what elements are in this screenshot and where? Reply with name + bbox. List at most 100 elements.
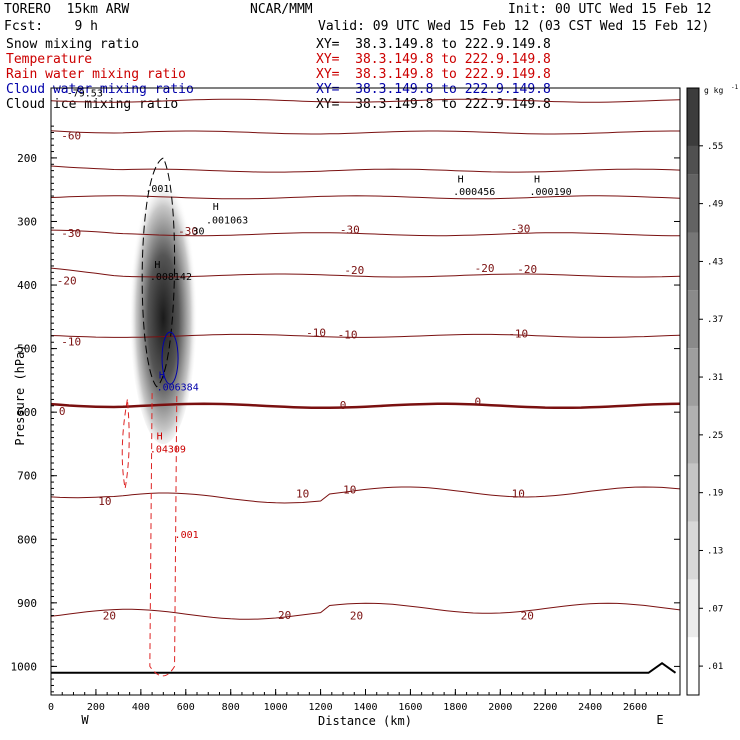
isotherm-label: -30 xyxy=(178,225,198,238)
contour-label: .000190 xyxy=(529,187,571,198)
contour-label: .04309 xyxy=(150,444,186,455)
snow-contour xyxy=(141,157,176,388)
organization: NCAR/MMM xyxy=(250,2,313,17)
y-tick-label: 900 xyxy=(17,597,37,610)
isotherm-label: -20 xyxy=(344,264,364,277)
x-tick-label: 1600 xyxy=(398,702,422,713)
contour-label: -79.53 xyxy=(67,88,103,99)
contour-label: .001063 xyxy=(206,216,248,227)
field-name-rain: Rain water mixing ratio xyxy=(6,67,187,82)
y-tick-label: 700 xyxy=(17,470,37,483)
contour-label: H xyxy=(159,371,165,382)
isotherm-line xyxy=(50,267,681,278)
contour-label: .001 xyxy=(145,184,169,195)
isotherm-label: -10 xyxy=(508,327,528,340)
contour-label: .001 xyxy=(175,530,199,541)
isotherm-label: 20 xyxy=(278,609,291,622)
isotherm-line xyxy=(50,486,681,504)
isotherm-label: 10 xyxy=(296,488,309,501)
colorbar-tick-label: .37 xyxy=(707,315,723,325)
contour-label: 30 xyxy=(193,226,205,237)
rain-contour xyxy=(149,393,178,677)
colorbar-tick-label: .25 xyxy=(707,431,723,441)
field-xy-temperature: XY= 38.3.149.8 to 222.9.149.8 xyxy=(316,52,551,67)
model-title: TORERO 15km ARW xyxy=(4,2,130,17)
contour-label: .008142 xyxy=(150,272,192,283)
x-tick-label: 400 xyxy=(132,702,150,713)
isotherm-line xyxy=(50,602,681,620)
y-axis-title: Pressure (hPa) xyxy=(13,344,27,445)
field-name-cloud-water: Cloud water mixing ratio xyxy=(6,82,194,97)
forecast-hour: Fcst: 9 h xyxy=(4,19,98,34)
colorbar-bin xyxy=(687,521,699,580)
isotherm-label: -60 xyxy=(61,130,81,143)
field-xy-snow: XY= 38.3.149.8 to 222.9.149.8 xyxy=(316,37,551,52)
isotherm-label: 0 xyxy=(59,405,66,418)
isotherm-line xyxy=(50,402,681,410)
y-tick-label: 800 xyxy=(17,533,37,546)
field-name-temperature: Temperature xyxy=(6,52,93,67)
isotherm-line xyxy=(50,333,681,338)
isotherm-label: -20 xyxy=(475,262,495,275)
colorbar-tick-label: .49 xyxy=(707,200,723,210)
x-tick-label: 1400 xyxy=(353,702,377,713)
x-tick-label: 0 xyxy=(48,702,54,713)
isotherm-label: -30 xyxy=(340,224,360,237)
isotherm-label: -10 xyxy=(306,327,326,340)
y-tick-label: 500 xyxy=(17,343,37,356)
contour-label: H xyxy=(213,202,219,213)
contour-label: .006384 xyxy=(157,383,199,394)
east-label: E xyxy=(656,713,663,727)
x-tick-label: 2600 xyxy=(623,702,647,713)
colorbar-frame xyxy=(686,87,700,696)
x-tick-label: 200 xyxy=(87,702,105,713)
colorbar-unit-exponent: -1 xyxy=(731,84,739,91)
isotherm-label: 0 xyxy=(340,399,347,412)
field-xy-rain: XY= 38.3.149.8 to 222.9.149.8 xyxy=(316,67,551,82)
x-tick-label: 2200 xyxy=(533,702,557,713)
colorbar-bin xyxy=(687,637,699,695)
colorbar-bin xyxy=(687,290,699,349)
colorbar-tick-label: .13 xyxy=(707,546,723,556)
colorbar-tick-label: .31 xyxy=(707,373,723,383)
west-label: W xyxy=(81,713,89,727)
contour-label: H xyxy=(157,432,163,443)
isotherm-label: -20 xyxy=(517,263,537,276)
y-tick-label: 400 xyxy=(17,279,37,292)
y-tick-label: 1000 xyxy=(11,660,38,673)
colorbar-bin xyxy=(687,463,699,522)
contour-label: .000456 xyxy=(453,187,495,198)
isotherm-line xyxy=(50,130,680,135)
isotherm-label: -30 xyxy=(511,222,531,235)
snow-shading xyxy=(129,164,198,445)
x-axis-title: Distance (km) xyxy=(318,714,412,728)
colorbar-tick-label: .43 xyxy=(707,257,723,267)
y-tick-label: 600 xyxy=(17,406,37,419)
x-tick-label: 2400 xyxy=(578,702,602,713)
field-name-snow: Snow mixing ratio xyxy=(6,37,140,52)
colorbar-bin xyxy=(687,88,699,146)
colorbar-unit: g kg xyxy=(704,86,723,95)
isotherm-label: 20 xyxy=(350,610,363,623)
contour-label: H xyxy=(458,174,464,185)
isotherm-label: 10 xyxy=(512,488,525,501)
colorbar-bin xyxy=(687,579,699,638)
colorbar-tick-label: .07 xyxy=(707,604,723,614)
y-tick-label: 300 xyxy=(17,215,37,228)
x-tick-label: 1800 xyxy=(443,702,467,713)
x-tick-label: 800 xyxy=(222,702,240,713)
colorbar-tick-label: .01 xyxy=(707,662,723,672)
isotherm-label: 10 xyxy=(98,495,111,508)
field-xy-cloud-water: XY= 38.3.149.8 to 222.9.149.8 xyxy=(316,82,551,97)
isotherm-label: 10 xyxy=(343,484,356,497)
isotherm-line xyxy=(50,165,681,173)
isotherm-line xyxy=(50,195,681,200)
contour-label: H xyxy=(154,260,160,271)
x-tick-label: 600 xyxy=(177,702,195,713)
colorbar-bin xyxy=(687,348,699,406)
colorbar-tick-label: .19 xyxy=(707,489,723,499)
cloud-water-contour xyxy=(161,331,179,385)
colorbar-tick-label: .55 xyxy=(707,142,723,152)
